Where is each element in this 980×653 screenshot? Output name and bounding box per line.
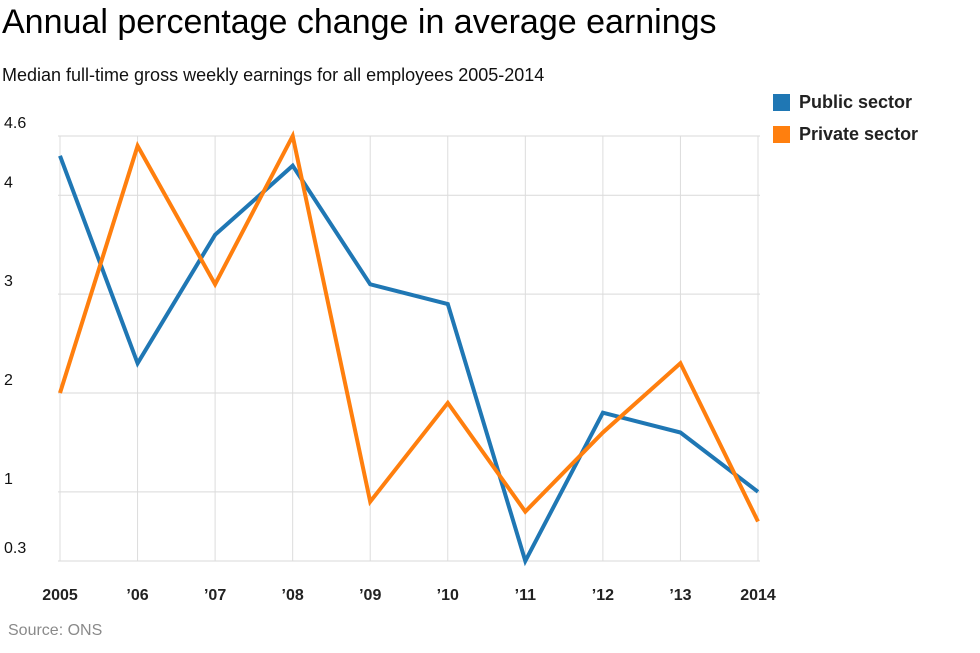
x-tick-label: ’10 — [437, 587, 459, 604]
y-tick-label: 1 — [4, 471, 13, 488]
x-tick-label: ’07 — [204, 587, 226, 604]
legend-item-public: Public sector — [773, 89, 918, 115]
x-tick-label: ’06 — [126, 587, 148, 604]
x-tick-label: ’13 — [669, 587, 691, 604]
x-axis-tick-labels: 2005 ’06 ’07 ’08 ’09 ’10 ’11 ’12 ’13 2014 — [42, 587, 776, 604]
legend-swatch-private — [773, 125, 790, 143]
x-tick-label: ’11 — [515, 587, 536, 604]
x-tick-label: 2005 — [42, 587, 78, 604]
y-tick-label: 2 — [4, 372, 13, 389]
series-line-private-sector — [58, 130, 760, 523]
y-tick-label: 0.3 — [4, 540, 26, 557]
x-tick-label: ’08 — [282, 587, 304, 604]
x-tick-label: ’09 — [359, 587, 381, 604]
legend-label-public: Public sector — [799, 91, 913, 112]
series-lines — [58, 130, 760, 567]
chart-subtitle: Median full-time gross weekly earnings f… — [2, 65, 545, 85]
legend: Public sector Private sector — [773, 89, 918, 153]
source-note: Source: ONS — [8, 622, 103, 639]
series-line-public-sector — [58, 155, 760, 567]
legend-label-private: Private sector — [799, 123, 919, 144]
y-axis-tick-labels: 4.6 4 3 2 1 0.3 — [4, 115, 26, 557]
y-tick-label: 4.6 — [4, 115, 26, 132]
legend-item-private: Private sector — [773, 121, 918, 147]
y-tick-label: 3 — [4, 273, 13, 290]
chart-title: Annual percentage change in average earn… — [2, 3, 717, 41]
x-tick-label: ’12 — [592, 587, 614, 604]
grid-lines — [58, 135, 760, 562]
y-tick-label: 4 — [4, 174, 13, 191]
legend-swatch-public — [773, 93, 790, 111]
x-tick-label: 2014 — [740, 587, 776, 604]
